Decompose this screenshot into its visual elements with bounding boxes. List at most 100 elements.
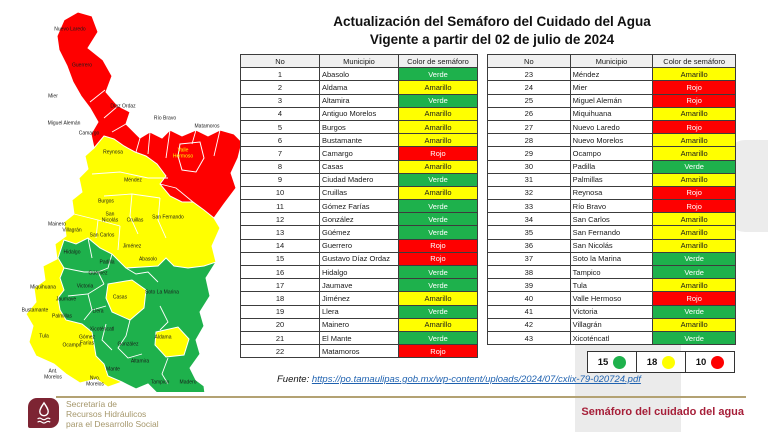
status-cell: Amarillo: [652, 317, 736, 332]
municipality-name: Aldama: [319, 80, 399, 95]
row-number: 35: [487, 225, 571, 240]
row-number: 43: [487, 330, 571, 346]
row-number: 18: [240, 291, 320, 306]
municipality-name: San Carlos: [569, 212, 654, 227]
row-number: 16: [240, 264, 320, 280]
table-row: 26 Miquihuana Amarillo: [487, 106, 736, 121]
summary-count-cell: 15: [587, 351, 637, 373]
header-municipio: Municipio: [569, 53, 654, 69]
status-cell: Rojo: [652, 93, 736, 108]
municipality-name: Victoria: [569, 304, 654, 319]
table-row: 37 Soto la Marina Verde: [487, 251, 736, 267]
table-row: 1 Abasolo Verde: [240, 67, 478, 82]
status-cell: Amarillo: [398, 291, 478, 306]
source-line: Fuente: https://po.tamaulipas.gob.mx/wp-…: [277, 374, 641, 385]
table-row: 31 Palmillas Amarillo: [487, 172, 736, 187]
status-cell: Rojo: [398, 146, 478, 161]
agency-line-1: Secretaría de: [66, 399, 118, 409]
row-number: 2: [240, 80, 320, 95]
row-number: 8: [240, 159, 320, 174]
row-number: 30: [487, 159, 571, 174]
status-cell: Verde: [398, 225, 478, 240]
status-cell: Rojo: [652, 119, 736, 135]
summary-count: 15: [597, 356, 609, 368]
table-row: 39 Tula Amarillo: [487, 278, 736, 293]
status-cell: Verde: [398, 67, 478, 82]
status-cell: Rojo: [652, 80, 736, 95]
status-cell: Amarillo: [652, 225, 736, 240]
row-number: 20: [240, 317, 320, 332]
traffic-light-dot: [613, 355, 627, 369]
row-number: 1: [240, 67, 320, 82]
municipalities-table-left: No Municipio Color de semáforo 1 Abasolo V…: [240, 53, 478, 359]
status-cell: Amarillo: [652, 146, 736, 161]
municipality-name: Gómez Farías: [319, 199, 399, 214]
row-number: 29: [487, 146, 571, 161]
row-number: 6: [240, 133, 320, 148]
row-number: 23: [487, 67, 571, 82]
header-municipio: Municipio: [319, 53, 399, 69]
row-number: 24: [487, 80, 571, 95]
footer-divider: [56, 396, 746, 398]
municipality-name: Gustavo Díaz Ordaz: [319, 251, 399, 267]
table-row: 6 Bustamante Amarillo: [240, 133, 478, 148]
municipality-name: Cruillas: [319, 185, 399, 201]
table-row: 33 Río Bravo Rojo: [487, 199, 736, 214]
header-color: Color de semáforo: [398, 53, 478, 69]
status-cell: Verde: [652, 251, 736, 267]
municipality-name: Hidalgo: [319, 264, 399, 280]
status-cell: Verde: [398, 212, 478, 227]
municipality-name: Ocampo: [569, 146, 654, 161]
table-row: 11 Gómez Farías Verde: [240, 199, 478, 214]
table-row: 22 Matamoros Rojo: [240, 344, 478, 359]
table-row: 38 Tampico Verde: [487, 264, 736, 280]
header-no: No: [487, 53, 571, 69]
municipality-name: Mainero: [319, 317, 399, 332]
row-number: 17: [240, 278, 320, 293]
row-number: 36: [487, 238, 571, 253]
table-row: 8 Casas Amarillo: [240, 159, 478, 174]
row-number: 32: [487, 185, 571, 201]
municipality-name: Palmillas: [569, 172, 654, 187]
status-cell: Rojo: [398, 344, 478, 359]
municipalities-table-right: No Municipio Color de semáforo 23 Méndez A…: [487, 53, 736, 346]
row-number: 41: [487, 304, 571, 319]
table-row: 15 Gustavo Díaz Ordaz Rojo: [240, 251, 478, 267]
municipality-name: González: [319, 212, 399, 227]
status-cell: Amarillo: [398, 119, 478, 135]
source-url-link[interactable]: https://po.tamaulipas.gob.mx/wp-content/…: [311, 374, 641, 385]
status-cell: Amarillo: [398, 185, 478, 201]
map-region-valle-hermoso: [177, 141, 205, 173]
traffic-light-dot: [662, 355, 676, 369]
table-row: 9 Ciudad Madero Verde: [240, 172, 478, 187]
table-row: 12 González Verde: [240, 212, 478, 227]
table-row: 34 San Carlos Amarillo: [487, 212, 736, 227]
table-row: 7 Camargo Rojo: [240, 146, 478, 161]
status-cell: Verde: [398, 93, 478, 108]
status-cell: Verde: [398, 278, 478, 293]
map-boundaries: [63, 89, 221, 385]
table-row: 19 Llera Verde: [240, 304, 478, 319]
row-number: 22: [240, 344, 320, 359]
row-number: 31: [487, 172, 571, 187]
municipality-name: Villagrán: [569, 317, 654, 332]
row-number: 15: [240, 251, 320, 267]
tamaulipas-map: Nuevo Laredo Guerrero Mier Díaz Ordaz Miguel…: [8, 6, 240, 392]
row-number: 34: [487, 212, 571, 227]
table-row: 41 Victoria Verde: [487, 304, 736, 319]
map-region-casas: [105, 279, 147, 321]
municipality-name: Camargo: [319, 146, 399, 161]
municipality-name: Ciudad Madero: [319, 172, 399, 187]
page-title: Actualización del Semáforo del Cuidado d…: [236, 13, 748, 49]
municipality-name: Abasolo: [319, 67, 399, 82]
table-row: 3 Altamira Verde: [240, 93, 478, 108]
municipality-name: Reynosa: [569, 185, 654, 201]
row-number: 28: [487, 133, 571, 148]
municipality-name: Miquihuana: [569, 106, 654, 121]
row-number: 25: [487, 93, 571, 108]
municipality-name: Nuevo Morelos: [569, 133, 654, 148]
municipality-name: Mier: [569, 80, 654, 95]
municipality-name: Nuevo Laredo: [569, 119, 654, 135]
title-line-1: Actualización del Semáforo del Cuidado d…: [333, 14, 651, 29]
